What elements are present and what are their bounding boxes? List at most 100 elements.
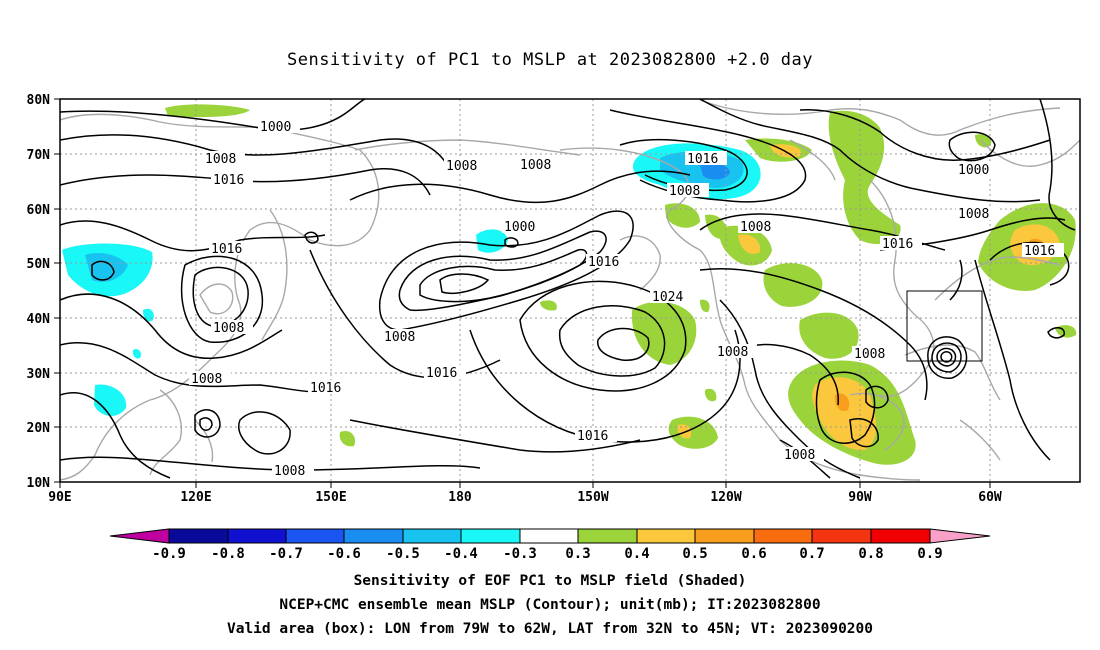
mslp-contour: [378, 210, 634, 331]
caption-line-1: Sensitivity of EOF PC1 to MSLP field (Sh…: [353, 573, 747, 589]
colorbar-swatch: [577, 528, 638, 544]
positive-sensitivity-patch: [799, 312, 859, 359]
mslp-contour: [719, 299, 861, 479]
contour-label: 1016: [577, 429, 608, 444]
mslp-contour: [739, 343, 839, 406]
coastline: [959, 419, 1001, 461]
contour-label: 1008: [191, 372, 222, 387]
mslp-contour: [60, 220, 326, 252]
contour-label: 1016: [426, 366, 457, 381]
coastline: [559, 147, 921, 481]
colorbar-label: 0.4: [624, 546, 649, 562]
mslp-contour: [936, 347, 957, 367]
colorbar-swatch: [519, 528, 579, 544]
mslp-contour: [597, 327, 650, 361]
lat-label: 30N: [27, 367, 51, 382]
mslp-contour: [192, 266, 249, 327]
mslp-contour: [699, 99, 1041, 203]
lon-label: 180: [448, 490, 472, 505]
positive-sensitivity-patch: [828, 110, 901, 245]
contour-label: 1000: [260, 120, 291, 135]
colorbar-min-arrow: [109, 528, 170, 544]
mslp-contour: [419, 248, 588, 303]
colorbar-label: 0.7: [799, 546, 824, 562]
mslp-contour: [304, 231, 319, 244]
contour-label: 1008: [520, 158, 551, 173]
lat-label: 60N: [27, 203, 51, 218]
positive-sensitivity-patch: [677, 424, 692, 439]
caption-line-3: Valid area (box): LON from 79W to 62W, L…: [226, 621, 873, 637]
colorbar-label: -0.3: [503, 546, 537, 562]
mslp-contour: [349, 170, 691, 204]
contour-label: 1008: [384, 330, 415, 345]
coastline: [699, 99, 1061, 136]
negative-sensitivity-patch: [476, 229, 508, 253]
contour-label: 1016: [211, 242, 242, 257]
coastline: [619, 235, 661, 291]
colorbar-label: 0.6: [741, 546, 766, 562]
colorbar-swatch: [402, 528, 462, 544]
contour-label: 1008: [784, 448, 815, 463]
colorbar-label: -0.6: [327, 546, 361, 562]
contour-label: 1000: [504, 220, 535, 235]
mslp-contour: [60, 134, 451, 171]
valid-area-box: [906, 290, 983, 362]
longitude-labels: 90E 120E 150E 180 150W 120W 90W 60W: [48, 490, 1002, 505]
mslp-contour: [1039, 99, 1076, 231]
coastline: [934, 256, 1061, 301]
mslp-contour: [91, 260, 115, 281]
colorbar-label: -0.9: [152, 546, 186, 562]
mslp-contour: [60, 392, 171, 479]
lon-label: 90E: [48, 490, 71, 505]
lat-label: 50N: [27, 257, 51, 272]
coastline: [199, 283, 234, 315]
colorbar-swatch: [285, 528, 345, 544]
negative-sensitivity-patch: [85, 253, 128, 282]
mslp-contour: [931, 342, 962, 373]
caption-line-2: NCEP+CMC ensemble mean MSLP (Contour); u…: [279, 597, 821, 613]
lat-label: 70N: [27, 148, 51, 163]
colorbar-swatch: [227, 528, 287, 544]
lon-label: 60W: [978, 490, 1002, 505]
contour-label: 1008: [446, 159, 477, 174]
colorbar-label: 0.3: [565, 546, 590, 562]
colorbar-swatch: [636, 528, 696, 544]
contour-label: 1008: [213, 321, 244, 336]
lon-label: 120E: [180, 490, 211, 505]
mslp-contour: [60, 168, 431, 196]
mslp-contour: [398, 230, 607, 312]
positive-sensitivity-patch: [339, 430, 356, 447]
axis-ticks: [54, 98, 991, 488]
lat-label: 10N: [27, 476, 51, 491]
mslp-contour: [60, 293, 283, 359]
coastline: [789, 139, 836, 181]
mslp-contour: [799, 109, 1051, 161]
mslp-contour: [504, 237, 519, 248]
colorbar-label: -0.8: [211, 546, 245, 562]
coastline: [261, 209, 288, 341]
colorbar: [109, 528, 991, 544]
coastline: [869, 179, 935, 397]
colorbar-label: 0.8: [858, 546, 883, 562]
colorbar-swatch: [168, 528, 229, 544]
lat-label: 40N: [27, 312, 51, 327]
coastline: [60, 113, 380, 481]
mslp-contour: [815, 371, 876, 444]
coastlines: [60, 99, 1080, 481]
colorbar-swatch: [753, 528, 813, 544]
mslp-contour: [519, 280, 687, 392]
negative-sensitivity-patch: [132, 349, 141, 359]
positive-sensitivity-patch: [700, 299, 710, 313]
contour-label: 1016: [882, 237, 913, 252]
colorbar-label: -0.7: [269, 546, 303, 562]
coastline: [904, 344, 1001, 401]
latitude-labels: 80N 70N 60N 50N 40N 30N 20N 10N: [27, 93, 51, 491]
map-frame: [59, 98, 1081, 483]
mslp-contour: [1047, 327, 1065, 339]
colorbar-swatch: [343, 528, 404, 544]
lat-label: 80N: [27, 93, 51, 108]
mslp-contour: [194, 409, 221, 438]
colorbar-swatch: [694, 528, 755, 544]
mslp-contour: [439, 273, 490, 294]
positive-sensitivity-patch: [540, 300, 557, 311]
